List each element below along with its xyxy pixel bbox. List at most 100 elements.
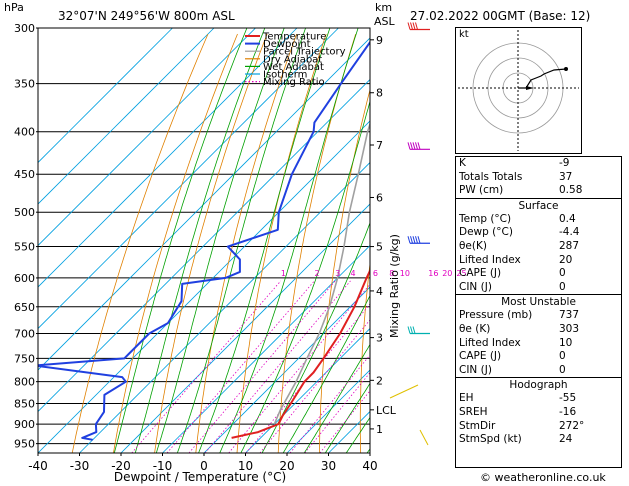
surface-value: 0 xyxy=(559,280,566,293)
km-tick-label: 5 xyxy=(376,241,383,254)
km-tick-label: 9 xyxy=(376,34,383,47)
mixing-ratio-label: 10 xyxy=(400,269,410,278)
surface-key: CIN (J) xyxy=(459,280,492,293)
temperature-trace xyxy=(231,268,370,439)
hodograph-value: 272° xyxy=(559,419,585,432)
legend-label: Parcel Trajectory xyxy=(263,47,346,58)
most-unstable-key: CAPE (J) xyxy=(459,350,502,363)
most-unstable-key: Pressure (mb) xyxy=(459,309,533,322)
pressure-tick-label: 850 xyxy=(14,398,35,411)
most-unstable-row: Lifted Index 10 xyxy=(456,337,621,351)
hodograph-key: EH xyxy=(459,392,474,405)
surface-row: Temp (°C) 0.4 xyxy=(456,213,621,227)
temperature-tick-label: -30 xyxy=(70,459,90,473)
wind-barb-flag xyxy=(415,22,418,30)
hodograph-title: Hodograph xyxy=(509,379,568,392)
hodograph-key: SREH xyxy=(459,405,488,418)
pressure-tick-label: 650 xyxy=(14,301,35,314)
mixing-ratio-label: 25 xyxy=(456,269,466,278)
legend-label: Mixing Ratio xyxy=(263,77,325,88)
wet-adiabat xyxy=(177,28,306,453)
wind-barb-flag xyxy=(410,142,413,150)
temperature-tick-label: -20 xyxy=(111,459,131,473)
index-row: Totals Totals 37 xyxy=(456,171,621,185)
wind-barb-flag xyxy=(410,236,413,244)
mixing-ratio-label: 6 xyxy=(373,269,378,278)
isotherm xyxy=(38,28,256,247)
pressure-tick-label: 550 xyxy=(14,241,35,254)
hodograph-row: StmSpd (kt) 24 xyxy=(456,433,621,447)
isotherm xyxy=(38,28,339,330)
surface-key: Dewp (°C) xyxy=(459,226,513,239)
temperature-tick-label: 20 xyxy=(279,459,294,473)
dry-adiabat xyxy=(113,33,238,453)
hodograph-trace xyxy=(518,68,567,89)
surface-title: Surface xyxy=(518,199,559,212)
hodograph-value: 24 xyxy=(559,433,573,446)
indices-basic: K -9 Totals Totals 37 PW (cm) 0.58 xyxy=(456,157,621,199)
wind-barb xyxy=(389,384,419,399)
most-unstable-title: Most Unstable xyxy=(501,296,576,309)
isotherm xyxy=(203,286,370,453)
mixing-ratio-label: 1 xyxy=(281,269,286,278)
legend-label: Temperature xyxy=(262,32,326,43)
wind-barb xyxy=(419,429,429,446)
wind-barb-flag xyxy=(412,236,416,244)
location-title: 32°07'N 249°56'W 800m ASL xyxy=(58,9,235,23)
isotherm xyxy=(38,120,370,453)
storm-motion-marker xyxy=(526,86,534,90)
asl-label: ASL xyxy=(374,15,395,28)
most-unstable-row: CAPE (J) 0 xyxy=(456,350,621,364)
wet-adiabat xyxy=(198,28,331,453)
most-unstable-value: 10 xyxy=(559,336,573,349)
most-unstable-row: θe (K) 303 xyxy=(456,323,621,337)
dry-adiabat xyxy=(154,33,268,453)
pressure-tick-label: 300 xyxy=(14,22,35,35)
surface-value: -4.4 xyxy=(559,226,580,239)
dry-adiabat xyxy=(319,88,370,453)
isotherm xyxy=(38,28,298,288)
wet-adiabat xyxy=(113,28,248,453)
most-unstable-key: θe (K) xyxy=(459,322,491,335)
hpa-label: hPa xyxy=(4,1,24,14)
pressure-tick-label: 500 xyxy=(14,206,35,219)
legend-label: Wet Adiabat xyxy=(263,62,324,73)
indices-hodograph: Hodograph EH -55 SREH -16 StmDir 272° StmSpd (… xyxy=(456,378,621,446)
km-tick-label: 4 xyxy=(376,285,383,298)
temperature-tick-label: -40 xyxy=(28,459,48,473)
pressure-tick-label: 350 xyxy=(14,78,35,91)
wind-barb-flag xyxy=(412,142,416,150)
mixing-ratio-label: 20 xyxy=(442,269,452,278)
pressure-tick-label: 800 xyxy=(14,376,35,389)
surface-value: 20 xyxy=(559,253,573,266)
surface-value: 287 xyxy=(559,239,580,252)
mixing-ratio-label: 8 xyxy=(389,269,394,278)
most-unstable-key: Lifted Index xyxy=(459,336,521,349)
wind-barb-flag xyxy=(415,142,418,150)
index-key: PW (cm) xyxy=(459,184,504,197)
wind-barb-flag xyxy=(407,142,411,150)
km-tick-label: 8 xyxy=(376,87,383,100)
mixing-ratio-line xyxy=(188,280,336,453)
surface-key: θe(K) xyxy=(459,239,487,252)
km-tick-label: 7 xyxy=(376,139,383,152)
km-tick-label: 3 xyxy=(376,332,383,345)
wind-barb-flag xyxy=(407,22,411,30)
wind-barb-flag xyxy=(417,142,421,150)
wind-barb-flag xyxy=(412,22,416,30)
hodograph: kt xyxy=(455,27,582,154)
temperature-tick-label: -10 xyxy=(153,459,173,473)
indices-table: K -9 Totals Totals 37 PW (cm) 0.58 Surface Te… xyxy=(455,156,622,468)
dry-adiabat xyxy=(71,33,209,453)
wind-barb-flag xyxy=(407,326,411,334)
pressure-tick-label: 600 xyxy=(14,272,35,285)
mixing-ratio-label: 16 xyxy=(428,269,438,278)
index-row: K -9 xyxy=(456,157,621,171)
wet-adiabat xyxy=(261,221,370,453)
pressure-tick-label: 450 xyxy=(14,168,35,181)
pressure-tick-label: 400 xyxy=(14,126,35,139)
wind-barb-flag xyxy=(412,326,416,334)
isotherm xyxy=(38,37,370,371)
dry-adiabat xyxy=(359,260,370,453)
hodograph-value: -55 xyxy=(559,392,577,405)
